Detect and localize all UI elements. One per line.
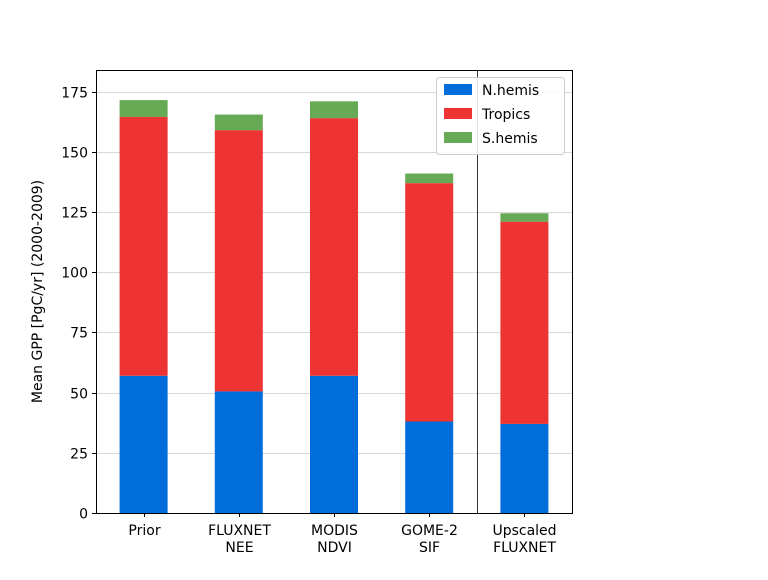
y-tick-label: 100 <box>61 266 88 282</box>
bar-n-hemis <box>214 391 263 513</box>
x-tick-label: FLUXNET NEE <box>208 523 271 556</box>
y-tick-label: 150 <box>61 146 88 162</box>
y-axis-label: Mean GPP [PgC/yr] (2000-2009) <box>30 180 46 403</box>
legend-label: N.hemis <box>482 83 539 99</box>
legend-label: Tropics <box>481 107 530 123</box>
bar-n-hemis <box>500 423 549 513</box>
bar-tropics <box>310 118 358 376</box>
y-tick-label: 25 <box>70 447 88 463</box>
x-axis-ticks: Prior FLUXNET NEE MODIS NDVI GOME-2 SIF Upscale… <box>128 513 557 556</box>
legend: N.hemis Tropics S.hemis <box>436 77 565 155</box>
bar-s-hemis <box>119 100 168 117</box>
x-tick-label: Prior <box>128 523 160 539</box>
bars <box>119 100 549 513</box>
bar-tropics <box>214 130 263 392</box>
bar-tropics <box>405 183 454 422</box>
legend-swatch <box>444 132 472 143</box>
y-tick-label: 75 <box>70 326 88 342</box>
y-tick-label: 50 <box>70 387 88 403</box>
bar-tropics <box>500 221 549 424</box>
bar-n-hemis <box>405 421 454 513</box>
y-axis-ticks: 0 25 50 75 100 125 150 175 <box>61 86 96 523</box>
y-tick-label: 0 <box>79 507 88 523</box>
bar-n-hemis <box>310 375 358 513</box>
x-tick-label: GOME-2 SIF <box>401 523 458 556</box>
x-tick-label: MODIS NDVI <box>311 523 358 556</box>
bar-n-hemis <box>119 375 168 513</box>
x-tick-label: Upscaled FLUXNET <box>492 523 556 556</box>
bar-tropics <box>119 116 168 376</box>
legend-swatch <box>444 84 472 95</box>
bar-s-hemis <box>405 173 454 184</box>
bar-s-hemis <box>310 101 358 119</box>
y-tick-label: 125 <box>61 206 88 222</box>
bar-s-hemis <box>500 213 549 222</box>
y-tick-label: 175 <box>61 86 88 102</box>
legend-label: S.hemis <box>482 131 538 147</box>
bar-s-hemis <box>214 114 263 131</box>
legend-swatch <box>444 108 472 119</box>
